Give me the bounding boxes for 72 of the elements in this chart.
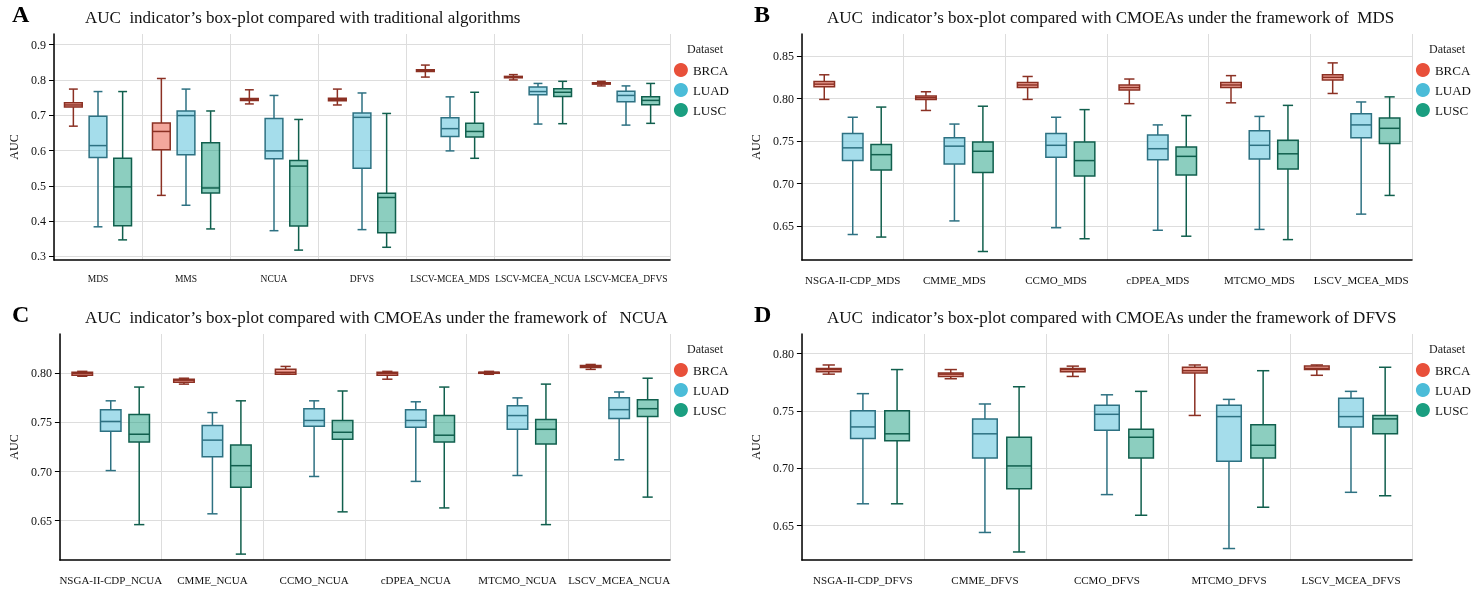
y-tick-label: 0.6: [31, 143, 46, 158]
y-tick-label: 0.65: [772, 518, 794, 533]
legend-title: Dataset: [687, 42, 724, 56]
legend-label: LUSC: [1434, 102, 1469, 118]
y-tick-label: 0.5: [31, 178, 46, 193]
x-tick-label: DFVS: [349, 274, 375, 284]
x-tick-label: MTCMO_NCUA: [478, 573, 557, 586]
x-tick-label: LSCV-MCEA_MDS: [410, 274, 490, 284]
legend-label: LUAD: [692, 382, 729, 398]
x-tick-label: NSGA-II-CDP_NCUA: [59, 573, 163, 586]
legend-label: LUAD: [1434, 382, 1471, 398]
y-axis-title: AUC: [7, 434, 21, 460]
y-tick-label: 0.65: [30, 513, 52, 528]
x-tick-label: CMME_NCUA: [177, 573, 248, 586]
y-tick-label: 0.80: [30, 366, 52, 381]
chart-title: AUC indicator’s box-plot compared with CMOEAs under the framework of MDS: [827, 8, 1395, 27]
legend-label: BRCA: [1434, 62, 1471, 78]
legend-label: BRCA: [692, 362, 729, 378]
y-tick-label: 0.80: [772, 91, 794, 106]
legend-label: LUAD: [692, 82, 729, 98]
legend-label: BRCA: [1434, 362, 1471, 378]
legend-label: LUSC: [692, 102, 727, 118]
x-tick-label: LSCV-MCEA_NCUA: [495, 274, 581, 284]
y-tick-label: 0.75: [30, 415, 52, 430]
y-tick-label: 0.70: [30, 464, 52, 479]
chart-title: AUC indicator’s box-plot compared with CMOEAs under the framework of DFVS: [827, 308, 1397, 327]
x-tick-label: CCMO_NCUA: [279, 573, 349, 586]
x-tick-label: LSCV_MCEA_NCUA: [568, 573, 671, 586]
y-tick-label: 0.9: [31, 37, 46, 52]
y-tick-label: 0.70: [772, 461, 794, 476]
legend-label: LUSC: [692, 402, 727, 418]
x-tick-label: CMME_MDS: [922, 273, 986, 286]
legend-label: LUSC: [1434, 402, 1469, 418]
x-tick-label: MTCMO_DFVS: [1191, 573, 1267, 586]
y-tick-label: 0.7: [31, 108, 46, 123]
y-axis-title: AUC: [749, 434, 763, 460]
x-tick-label: cDPEA_NCUA: [380, 573, 451, 586]
text: D: [754, 301, 772, 327]
legend-title: Dataset: [687, 342, 724, 356]
y-tick-label: 0.70: [772, 176, 794, 191]
x-tick-label: MDS: [87, 274, 109, 284]
y-tick-label: 0.75: [772, 134, 794, 149]
text: A: [12, 1, 30, 27]
x-tick-label: LSCV_MCEA_MDS: [1313, 273, 1409, 286]
chart-title: AUC indicator’s box-plot compared with traditional algorithms: [85, 8, 521, 27]
y-tick-label: 0.4: [31, 214, 46, 229]
y-axis-title: AUC: [7, 134, 21, 160]
y-tick-label: 0.85: [772, 49, 794, 64]
y-tick-label: 0.8: [31, 72, 46, 87]
legend-title: Dataset: [1429, 42, 1466, 56]
y-axis-title: AUC: [749, 134, 763, 160]
x-tick-label: MTCMO_MDS: [1224, 273, 1295, 286]
x-tick-label: CCMO_MDS: [1025, 273, 1087, 286]
x-tick-label: MMS: [174, 274, 198, 284]
legend-label: BRCA: [692, 62, 729, 78]
legend-label: LUAD: [1434, 82, 1471, 98]
x-tick-label: NSGA-II-CDP_MDS: [805, 273, 901, 286]
y-tick-label: 0.65: [772, 219, 794, 234]
x-tick-label: cDPEA_MDS: [1126, 273, 1190, 286]
y-tick-label: 0.75: [772, 403, 794, 418]
x-tick-label: CMME_DFVS: [951, 573, 1019, 586]
text: B: [754, 1, 771, 27]
y-tick-label: 0.80: [772, 346, 794, 361]
y-tick-label: 0.3: [31, 249, 46, 264]
legend-title: Dataset: [1429, 342, 1466, 356]
x-tick-label: LSCV_MCEA_DFVS: [1301, 573, 1401, 586]
x-tick-label: LSCV-MCEA_DFVS: [584, 274, 668, 284]
x-tick-label: CCMO_DFVS: [1073, 573, 1140, 586]
x-tick-label: NCUA: [260, 274, 288, 284]
chart-title: AUC indicator’s box-plot compared with CMOEAs under the framework of NCUA: [85, 308, 669, 327]
text: C: [12, 301, 30, 327]
x-tick-label: NSGA-II-CDP_DFVS: [813, 573, 913, 586]
